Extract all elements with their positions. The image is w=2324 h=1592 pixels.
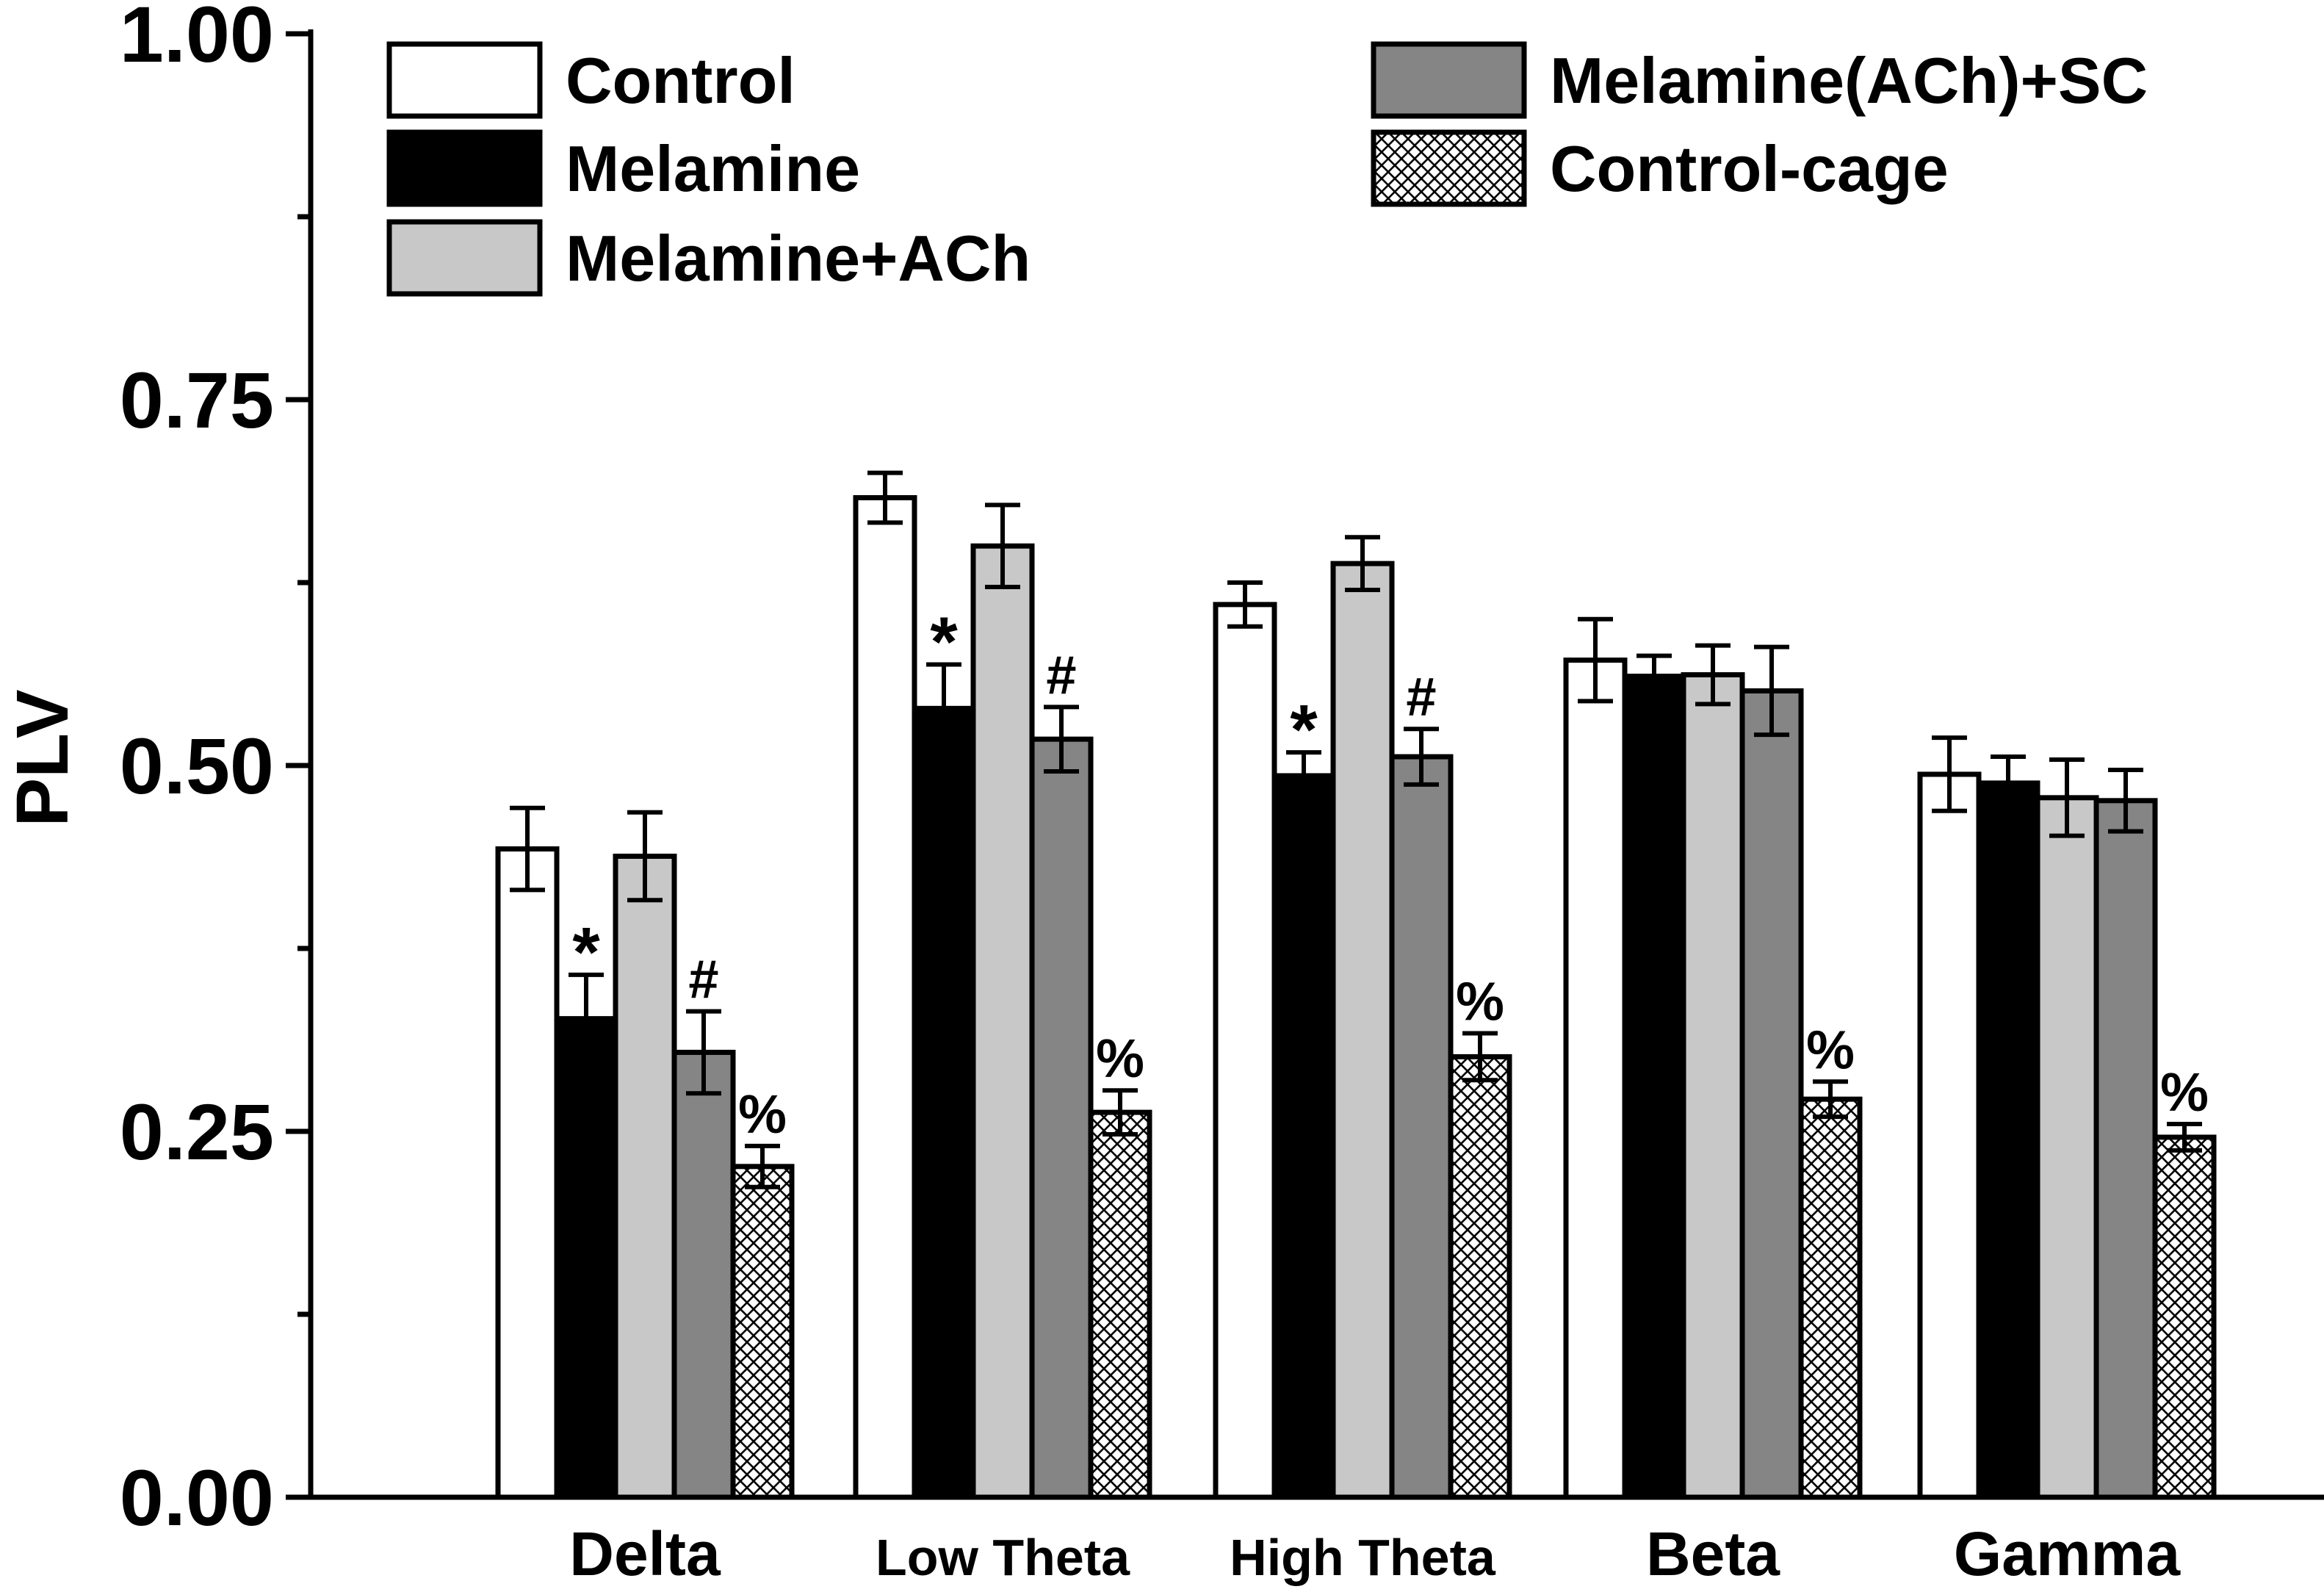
legend-item: Control — [386, 41, 795, 119]
y-tick-label: 1.00 — [120, 0, 274, 79]
bar — [730, 1164, 795, 1500]
significance-mark: % — [738, 1084, 787, 1145]
legend-label: Control — [566, 44, 795, 117]
y-axis-title: PLV — [1, 689, 84, 826]
bar — [1917, 771, 1982, 1500]
legend-item: Melamine+ACh — [386, 219, 1031, 297]
x-category-label: Delta — [569, 1519, 721, 1588]
bar — [1681, 671, 1745, 1500]
legend-swatch — [386, 41, 543, 119]
significance-mark: # — [688, 949, 718, 1010]
legend-item: Melamine(ACh)+SC — [1371, 41, 2148, 119]
legend-label: Melamine — [566, 132, 860, 205]
bar — [671, 1049, 736, 1500]
y-tick-label: 0.75 — [120, 356, 274, 444]
x-category-label: High Theta — [1230, 1529, 1496, 1586]
bar — [2152, 1134, 2217, 1500]
legend-swatch — [386, 219, 543, 297]
axes: 0.00 0.25 0.50 0.75 1.00 Delta Low Theta High T… — [120, 0, 2324, 1588]
legend-label: Melamine+ACh — [566, 222, 1031, 295]
bar — [853, 494, 917, 1500]
legend-item: Melamine — [386, 129, 860, 207]
x-category-label: Gamma — [1954, 1519, 2181, 1588]
bar — [1213, 602, 1277, 1500]
significance-mark: * — [930, 603, 958, 682]
legend-label: Melamine(ACh)+SC — [1550, 44, 2148, 117]
bar — [912, 705, 976, 1500]
bar — [613, 854, 677, 1500]
bar — [1389, 754, 1454, 1500]
legend: Control Melamine Melamine+ACh Melamine(ACh)… — [386, 41, 2148, 297]
legend-label: Control-cage — [1550, 132, 1949, 205]
significance-mark: * — [572, 913, 600, 992]
bar — [554, 1016, 618, 1500]
bar — [2035, 795, 2099, 1500]
legend-swatch — [386, 129, 543, 207]
legend-swatch — [1371, 41, 1527, 119]
significance-annotations: * #% * #% * #%%% — [572, 603, 2209, 1145]
bar — [1976, 780, 2040, 1500]
x-category-label: Beta — [1646, 1519, 1780, 1588]
bar — [1088, 1109, 1152, 1500]
bar — [970, 543, 1035, 1500]
bar — [1798, 1096, 1863, 1500]
significance-mark: % — [2160, 1062, 2209, 1123]
bar — [1271, 773, 1336, 1500]
legend-swatch — [1371, 129, 1527, 207]
bar — [1448, 1053, 1512, 1500]
bar — [1739, 688, 1804, 1500]
x-category-label: Low Theta — [876, 1529, 1130, 1586]
y-tick-label: 0.00 — [120, 1453, 274, 1542]
significance-mark: % — [1806, 1019, 1855, 1080]
legend-item: Control-cage — [1371, 129, 1949, 207]
significance-mark: % — [1456, 971, 1504, 1032]
bars — [495, 494, 2217, 1500]
bar — [1029, 736, 1094, 1500]
y-tick-label: 0.25 — [120, 1087, 274, 1176]
bar — [1622, 673, 1686, 1500]
significance-mark: * — [1290, 691, 1318, 769]
y-tick-label: 0.50 — [120, 721, 274, 810]
significance-mark: % — [1096, 1028, 1144, 1089]
significance-mark: # — [1406, 666, 1436, 727]
significance-mark: # — [1046, 644, 1076, 705]
bar — [495, 846, 560, 1500]
bar — [2093, 798, 2158, 1500]
bar — [1330, 561, 1395, 1500]
bar — [1563, 658, 1628, 1500]
error-bars — [510, 470, 2202, 1189]
